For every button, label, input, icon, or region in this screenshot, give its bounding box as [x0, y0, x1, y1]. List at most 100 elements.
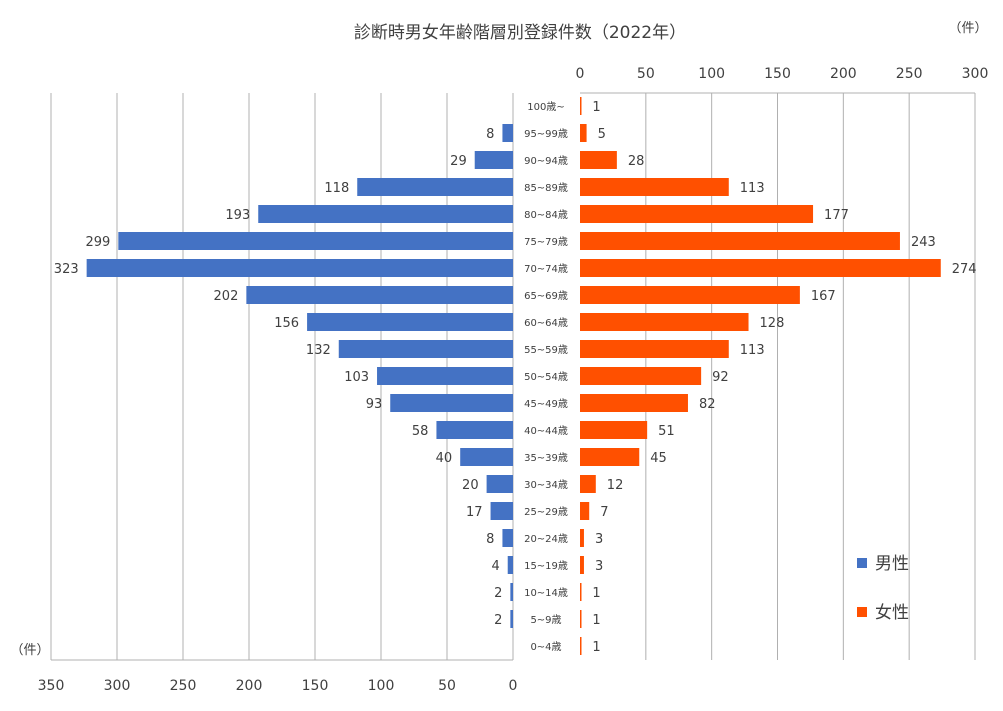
- age-category-label: 100歳~: [527, 101, 564, 113]
- male-bar: [490, 502, 513, 520]
- female-data-label: 167: [811, 289, 836, 304]
- female-tick-label: 50: [637, 66, 655, 82]
- female-bar: [580, 151, 617, 169]
- male-data-label: 29: [450, 154, 467, 169]
- female-tick-label: 150: [764, 66, 791, 82]
- legend-label: 男性: [875, 554, 909, 574]
- female-bar: [580, 610, 582, 628]
- female-bar: [580, 583, 582, 601]
- male-data-label: 118: [324, 181, 349, 196]
- male-data-label: 202: [214, 289, 239, 304]
- age-category-label: 30~34歳: [524, 479, 568, 491]
- female-bar: [580, 232, 900, 250]
- female-data-label: 12: [607, 478, 624, 493]
- female-bar: [580, 97, 582, 115]
- male-data-label: 8: [486, 127, 494, 142]
- male-data-label: 4: [491, 559, 499, 574]
- male-data-label: 299: [85, 235, 110, 250]
- female-tick-label: 250: [896, 66, 923, 82]
- male-data-label: 2: [494, 586, 502, 601]
- age-category-label: 15~19歳: [524, 560, 568, 572]
- age-category-label: 0~4歳: [530, 641, 561, 653]
- male-data-label: 58: [412, 424, 429, 439]
- male-data-label: 40: [436, 451, 453, 466]
- female-data-label: 1: [592, 100, 600, 115]
- male-bar: [377, 367, 513, 385]
- age-category-label: 85~89歳: [524, 182, 568, 194]
- male-bar: [502, 124, 513, 142]
- male-bar: [246, 286, 514, 304]
- female-data-label: 45: [650, 451, 667, 466]
- male-data-label: 103: [344, 370, 369, 385]
- unit-label-top: （件）: [948, 21, 987, 36]
- male-bar: [486, 475, 513, 493]
- age-category-label: 55~59歳: [524, 344, 568, 356]
- age-category-label: 90~94歳: [524, 155, 568, 167]
- male-tick-label: 50: [438, 678, 456, 694]
- male-data-label: 2: [494, 613, 502, 628]
- female-bar: [580, 502, 590, 520]
- female-data-label: 113: [740, 343, 765, 358]
- female-data-label: 243: [911, 235, 936, 250]
- female-data-label: 1: [592, 640, 600, 655]
- male-bar: [307, 313, 513, 331]
- age-category-label: 75~79歳: [524, 236, 568, 248]
- female-bar: [580, 124, 587, 142]
- female-bar: [580, 421, 648, 439]
- male-tick-label: 150: [302, 678, 329, 694]
- age-category-label: 50~54歳: [524, 371, 568, 383]
- male-bar: [118, 232, 513, 250]
- female-bar: [580, 367, 702, 385]
- female-data-label: 3: [595, 532, 603, 547]
- age-category-label: 95~99歳: [524, 128, 568, 140]
- female-bar: [580, 475, 596, 493]
- male-data-label: 193: [225, 208, 250, 223]
- female-bar: [580, 448, 640, 466]
- age-category-label: 35~39歳: [524, 452, 568, 464]
- female-bar: [580, 205, 814, 223]
- legend-label: 女性: [875, 603, 909, 623]
- female-bar: [580, 529, 584, 547]
- female-bar: [580, 394, 688, 412]
- female-bar: [580, 178, 729, 196]
- female-bar: [580, 637, 582, 655]
- age-category-label: 20~24歳: [524, 533, 568, 545]
- female-data-label: 1: [592, 613, 600, 628]
- male-bar: [510, 610, 513, 628]
- female-data-label: 3: [595, 559, 603, 574]
- female-data-label: 92: [712, 370, 729, 385]
- age-category-label: 45~49歳: [524, 398, 568, 410]
- male-bar: [510, 583, 513, 601]
- female-data-label: 113: [740, 181, 765, 196]
- chart-title: 診断時男女年齢階層別登録件数（2022年）: [354, 23, 686, 43]
- male-tick-label: 200: [236, 678, 263, 694]
- female-bar: [580, 286, 800, 304]
- male-data-label: 323: [54, 262, 79, 277]
- legend-swatch: [857, 558, 867, 568]
- male-data-label: 93: [366, 397, 383, 412]
- age-category-label: 40~44歳: [524, 425, 568, 437]
- male-data-label: 132: [306, 343, 331, 358]
- female-data-label: 1: [592, 586, 600, 601]
- age-category-label: 10~14歳: [524, 587, 568, 599]
- female-data-label: 274: [952, 262, 977, 277]
- female-data-label: 5: [598, 127, 606, 142]
- age-category-label: 25~29歳: [524, 506, 568, 518]
- male-tick-label: 350: [38, 678, 65, 694]
- female-data-label: 177: [824, 208, 849, 223]
- female-bar: [580, 340, 729, 358]
- legend-swatch: [857, 607, 867, 617]
- female-data-label: 28: [628, 154, 645, 169]
- male-bar: [460, 448, 513, 466]
- male-bar: [357, 178, 513, 196]
- female-data-label: 51: [658, 424, 675, 439]
- male-data-label: 17: [466, 505, 483, 520]
- male-bar: [86, 259, 513, 277]
- male-bar: [258, 205, 513, 223]
- age-category-label: 80~84歳: [524, 209, 568, 221]
- male-bar: [436, 421, 513, 439]
- male-data-label: 8: [486, 532, 494, 547]
- female-tick-label: 200: [830, 66, 857, 82]
- male-bar: [474, 151, 513, 169]
